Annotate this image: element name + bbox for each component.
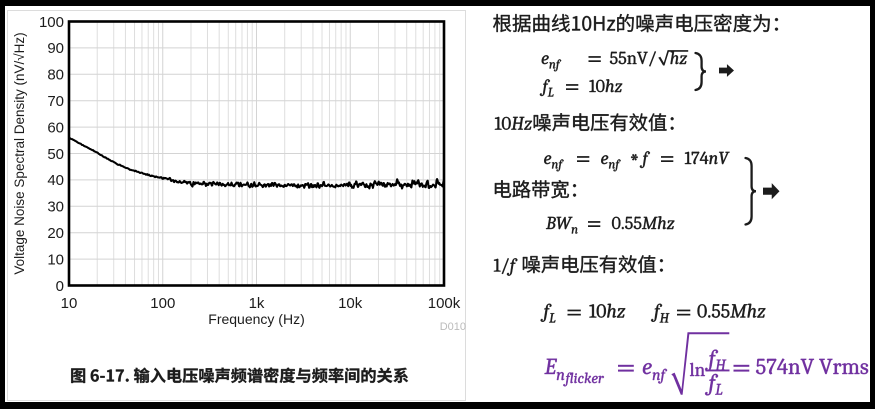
- svg-text:70: 70: [47, 93, 64, 110]
- svg-text:100: 100: [150, 295, 175, 312]
- svg-text:50: 50: [47, 146, 64, 163]
- svg-text:100k: 100k: [428, 295, 461, 312]
- svg-text:100: 100: [39, 14, 64, 31]
- svg-text:90: 90: [47, 40, 64, 57]
- svg-text:0: 0: [56, 278, 64, 295]
- svg-text:1k: 1k: [249, 295, 265, 312]
- svg-text:40: 40: [47, 172, 64, 189]
- svg-text:80: 80: [47, 67, 64, 84]
- svg-text:10k: 10k: [338, 295, 363, 312]
- svg-text:60: 60: [47, 119, 64, 136]
- svg-text:20: 20: [47, 225, 64, 242]
- svg-text:Frequency (Hz): Frequency (Hz): [208, 311, 304, 327]
- svg-text:Voltage Noise Spectral Density: Voltage Noise Spectral Density (nV/√Hz): [12, 32, 27, 274]
- svg-text:10: 10: [47, 251, 64, 268]
- svg-text:30: 30: [47, 199, 64, 216]
- svg-text:10: 10: [61, 295, 78, 312]
- svg-text:D010: D010: [440, 321, 466, 333]
